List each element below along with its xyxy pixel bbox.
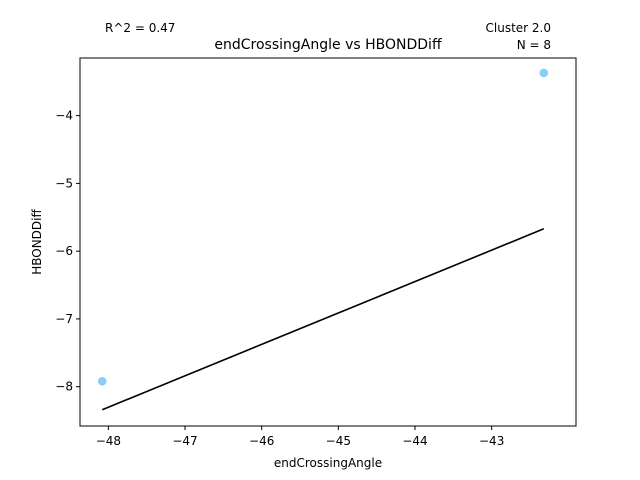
fit-line-layer bbox=[101, 228, 545, 411]
points-layer bbox=[97, 68, 549, 386]
x-axis-ticks: −48 −47 −46 −45 −44 −43 bbox=[96, 426, 504, 448]
y-tick-label: −8 bbox=[55, 380, 73, 394]
y-tick-label: −7 bbox=[55, 312, 73, 326]
cluster-annotation: Cluster 2.0 bbox=[486, 21, 552, 35]
data-point bbox=[97, 376, 107, 386]
x-tick-label: −48 bbox=[96, 434, 121, 448]
fit-line bbox=[101, 228, 545, 411]
x-tick-label: −43 bbox=[479, 434, 504, 448]
y-axis-title: HBONDDiff bbox=[30, 209, 44, 275]
y-tick-label: −4 bbox=[55, 109, 73, 123]
x-tick-label: −46 bbox=[249, 434, 274, 448]
y-axis-ticks: −8 −7 −6 −5 −4 bbox=[55, 109, 80, 394]
x-tick-label: −47 bbox=[172, 434, 197, 448]
x-axis-title: endCrossingAngle bbox=[274, 456, 382, 470]
r2-annotation: R^2 = 0.47 bbox=[105, 21, 175, 35]
x-tick-label: −45 bbox=[326, 434, 351, 448]
n-annotation: N = 8 bbox=[517, 38, 551, 52]
y-tick-label: −6 bbox=[55, 244, 73, 258]
plot-frame bbox=[79, 57, 577, 427]
x-tick-label: −44 bbox=[402, 434, 427, 448]
y-tick-label: −5 bbox=[55, 176, 73, 190]
data-point bbox=[539, 68, 549, 78]
chart-title: endCrossingAngle vs HBONDDiff bbox=[214, 37, 442, 53]
